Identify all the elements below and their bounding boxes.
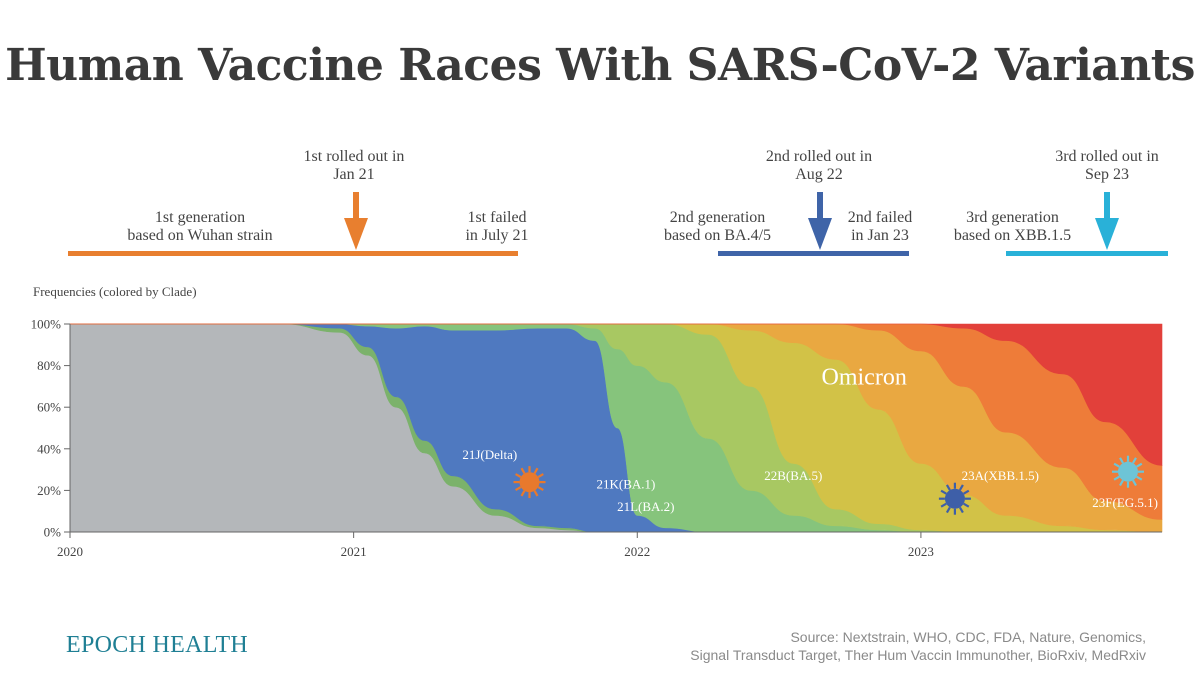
virus-spike [1119,479,1124,487]
gen2-failed-line1: 2nd failed [847,209,913,226]
page-title: Human Vaccine Races With SARS-CoV-2 Vari… [5,40,1195,91]
y-tick-label: 20% [37,483,61,498]
virus-body [519,472,540,493]
gen1-rollout-line1: 1st rolled out in [303,148,405,165]
virus-spike [945,506,951,514]
virus-spike [1132,479,1137,487]
gen3-bar [1006,251,1168,256]
virus-body [1117,461,1138,482]
gen2-rollout-line2: Aug 22 [795,166,843,183]
clade-label: 21J(Delta) [462,447,517,462]
gen3-label-line1: 3rd generation [966,209,1059,226]
virus-spike [963,489,970,495]
virus-spike [940,502,947,508]
virus-spike [945,484,951,491]
gen2-label-line2: based on BA.4/5 [663,227,772,244]
gen3-rollout-line2: Sep 23 [1085,166,1129,183]
gen1-arrow-icon [344,192,368,250]
y-tick-label: 60% [37,400,61,415]
virus-spike [958,484,964,491]
clade-label: 23F(EG.5.1) [1092,495,1158,510]
x-tick-label: 2023 [908,544,934,559]
stacked-area-group [69,323,1163,533]
frequency-chart: 0% 20% 40% 60% 80% 100% 2020 2021 2022 2023 Omicro… [31,317,1163,559]
gen2-bar [718,251,909,256]
virus-spike [1113,462,1120,468]
gen1-label: 1st generation based on Wuhan strain [95,209,305,245]
y-tick-label: 0% [44,525,62,540]
gen1-bar [68,251,518,256]
x-tick-label: 2020 [57,544,83,559]
gen3-rollout-label: 3rd rolled out in Sep 23 [1027,148,1187,184]
y-tick-label: 100% [31,317,62,332]
gen2-failed-label: 2nd failed in Jan 23 [832,209,928,245]
virus-spike [537,473,544,479]
virus-spike [537,486,544,492]
clade-label: Omicron [822,364,907,390]
gen3-label: 3rd generation based on XBB.1.5 [935,209,1090,245]
virus-icon [513,466,546,499]
virus-spike [1119,457,1124,464]
gen1-failed-line1: 1st failed [467,209,527,226]
virus-spike [1136,462,1143,468]
virus-spike [533,467,539,474]
y-axis-label: Frequencies (colored by Clade) [33,284,197,299]
virus-spike [533,490,539,497]
gen1-rollout-label: 1st rolled out in Jan 21 [274,148,434,184]
gen2-arrow-icon [808,192,832,250]
gen2-label-line1: 2nd generation [669,209,766,226]
gen2-rollout-label: 2nd rolled out in Aug 22 [739,148,899,184]
virus-spike [520,467,526,474]
clade-label: 21K(BA.1) [596,476,655,491]
virus-spike [963,502,970,508]
clade-label: 23A(XBB.1.5) [962,468,1039,483]
virus-body [944,488,965,509]
gen1-failed-line2: in July 21 [465,227,529,244]
gen3-label-line2: based on XBB.1.5 [953,227,1072,244]
virus-spike [1113,475,1120,481]
virus-spike [520,490,526,497]
y-tick-label: 80% [37,358,61,373]
virus-spike [515,473,522,479]
virus-icon [1112,455,1144,488]
source-note: Source: Nextstrain, WHO, CDC, FDA, Natur… [586,628,1146,664]
gen1-rollout-line2: Jan 21 [333,166,375,183]
area-series-8 [70,323,1163,466]
virus-spike [515,486,522,492]
gen2-label: 2nd generation based on BA.4/5 [645,209,790,245]
virus-spike [1132,457,1137,464]
virus-spike [1136,475,1143,481]
gen3-arrow-icon [1095,192,1119,250]
brand-logo: EPOCH HEALTH [66,632,249,658]
virus-spike [940,489,947,495]
x-tick-label: 2021 [341,544,367,559]
gen2-rollout-line1: 2nd rolled out in [765,148,873,165]
gen2-failed-line2: in Jan 23 [851,227,909,244]
clade-label: 21L(BA.2) [617,499,674,514]
clade-label: 22B(BA.5) [764,468,822,483]
gen3-rollout-line1: 3rd rolled out in [1055,148,1159,165]
gen1-label-line2: based on Wuhan strain [127,227,273,244]
source-line2: Signal Transduct Target, Ther Hum Vaccin… [690,647,1146,663]
gen1-label-line1: 1st generation [154,209,246,226]
virus-icon [938,482,971,515]
gen1-failed-label: 1st failed in July 21 [447,209,547,245]
x-tick-label: 2022 [624,544,650,559]
virus-spike [958,506,964,514]
source-line1: Source: Nextstrain, WHO, CDC, FDA, Natur… [790,629,1146,645]
y-tick-label: 40% [37,441,61,456]
